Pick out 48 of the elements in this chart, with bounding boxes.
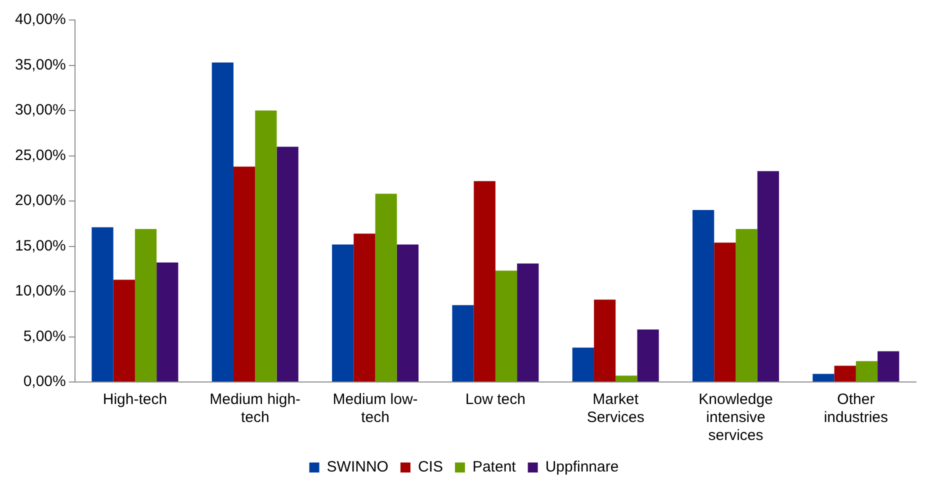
y-tick-label: 5,00% <box>23 328 66 345</box>
y-tick-label: 15,00% <box>15 237 66 254</box>
legend-label: Patent <box>472 458 517 476</box>
y-tick-label: 40,00% <box>15 11 66 28</box>
bar <box>834 366 856 382</box>
x-tick-label: Medium low-tech <box>332 391 418 426</box>
bar <box>517 263 539 382</box>
x-tick-label: Market Services <box>586 391 644 426</box>
bar <box>113 280 135 382</box>
y-tick-label: 30,00% <box>15 102 66 119</box>
bar <box>474 181 496 382</box>
bar <box>714 242 736 382</box>
bar <box>692 210 714 382</box>
bar <box>332 244 354 382</box>
bar <box>156 262 178 382</box>
bar <box>856 361 878 382</box>
bar <box>233 166 256 382</box>
bar <box>572 348 594 382</box>
bar <box>92 227 114 382</box>
y-tick-label: 25,00% <box>15 146 66 164</box>
bar <box>396 244 419 382</box>
x-tick-label: Knowledge intensive services <box>698 391 773 444</box>
x-tick-label: Other industries <box>824 391 888 426</box>
x-tick-label: High-tech <box>102 391 168 408</box>
bar <box>594 300 616 382</box>
bar <box>757 171 780 382</box>
bar <box>212 62 234 382</box>
bar <box>736 229 758 382</box>
bar <box>637 330 659 382</box>
legend-label: Uppfinnare <box>545 458 619 476</box>
y-tick-label: 20,00% <box>15 192 66 210</box>
bar <box>255 110 277 382</box>
bar <box>452 305 474 382</box>
x-tick-label: Low tech <box>465 391 526 408</box>
x-tick-label: Medium high-tech <box>210 391 301 426</box>
bar <box>812 374 834 382</box>
bar <box>495 270 518 382</box>
bar <box>878 351 900 382</box>
bar <box>616 376 638 382</box>
y-tick-label: 0,00% <box>23 373 66 390</box>
bar <box>134 229 157 382</box>
bar <box>276 146 298 382</box>
legend-label: CIS <box>418 458 443 476</box>
bar <box>375 194 397 382</box>
legend-label: SWINNO <box>326 458 388 476</box>
y-tick-label: 35,00% <box>15 56 66 74</box>
bar <box>354 234 376 382</box>
y-tick-label: 10,00% <box>15 282 66 300</box>
